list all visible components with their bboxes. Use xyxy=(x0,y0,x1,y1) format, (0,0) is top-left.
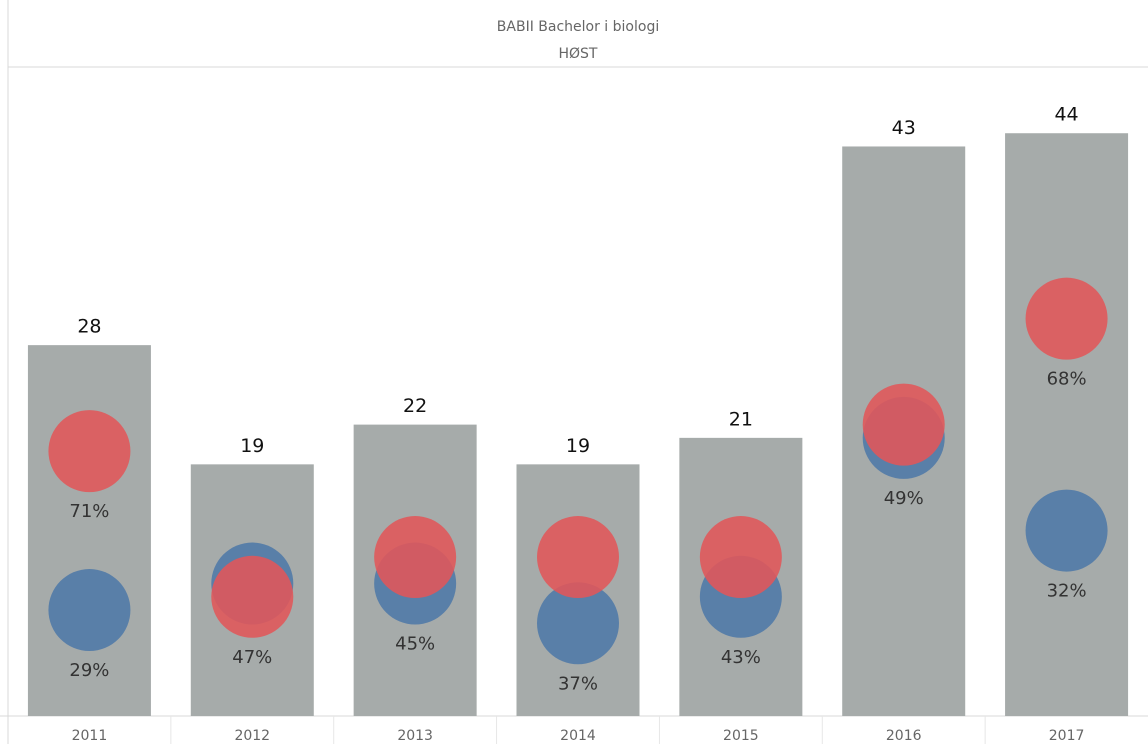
share-label: 32% xyxy=(1047,581,1087,602)
share-label: 43% xyxy=(721,647,761,668)
x-tick-label: 2015 xyxy=(723,728,759,744)
share-label: 45% xyxy=(395,634,435,655)
count-circle xyxy=(699,516,782,599)
bar xyxy=(1005,133,1129,716)
share-label: 29% xyxy=(69,660,109,681)
share-label: 71% xyxy=(69,501,109,522)
bar-label: 22 xyxy=(403,395,427,417)
count-circle xyxy=(862,383,945,466)
count-circle xyxy=(1025,277,1108,360)
x-tick-label: 2012 xyxy=(234,728,270,744)
bar-label: 21 xyxy=(729,408,753,430)
share-label: 49% xyxy=(884,488,924,509)
x-tick-label: 2016 xyxy=(886,728,922,744)
bar-label: 44 xyxy=(1054,104,1078,126)
count-circle xyxy=(211,555,294,638)
count-circle xyxy=(537,582,619,665)
x-tick-label: 2017 xyxy=(1049,728,1085,744)
bar-label: 19 xyxy=(566,435,590,457)
bar-label: 43 xyxy=(892,117,916,139)
count-circle xyxy=(1025,489,1108,572)
bar xyxy=(27,345,151,716)
x-tick-label: 2011 xyxy=(72,728,108,744)
share-label: 37% xyxy=(558,673,598,694)
count-circle xyxy=(48,569,131,652)
x-tick-label: 2013 xyxy=(397,728,433,744)
chart-title: BABII Bachelor i biologi xyxy=(497,19,659,35)
count-circle xyxy=(537,516,619,599)
count-circle xyxy=(374,516,457,599)
share-label: 68% xyxy=(1047,369,1087,390)
chart-subtitle: HØST xyxy=(559,46,598,62)
bar-label: 19 xyxy=(240,435,264,457)
count-circle xyxy=(48,410,131,493)
x-tick-label: 2014 xyxy=(560,728,596,744)
share-label: 47% xyxy=(232,647,272,668)
bar-label: 28 xyxy=(77,316,101,338)
